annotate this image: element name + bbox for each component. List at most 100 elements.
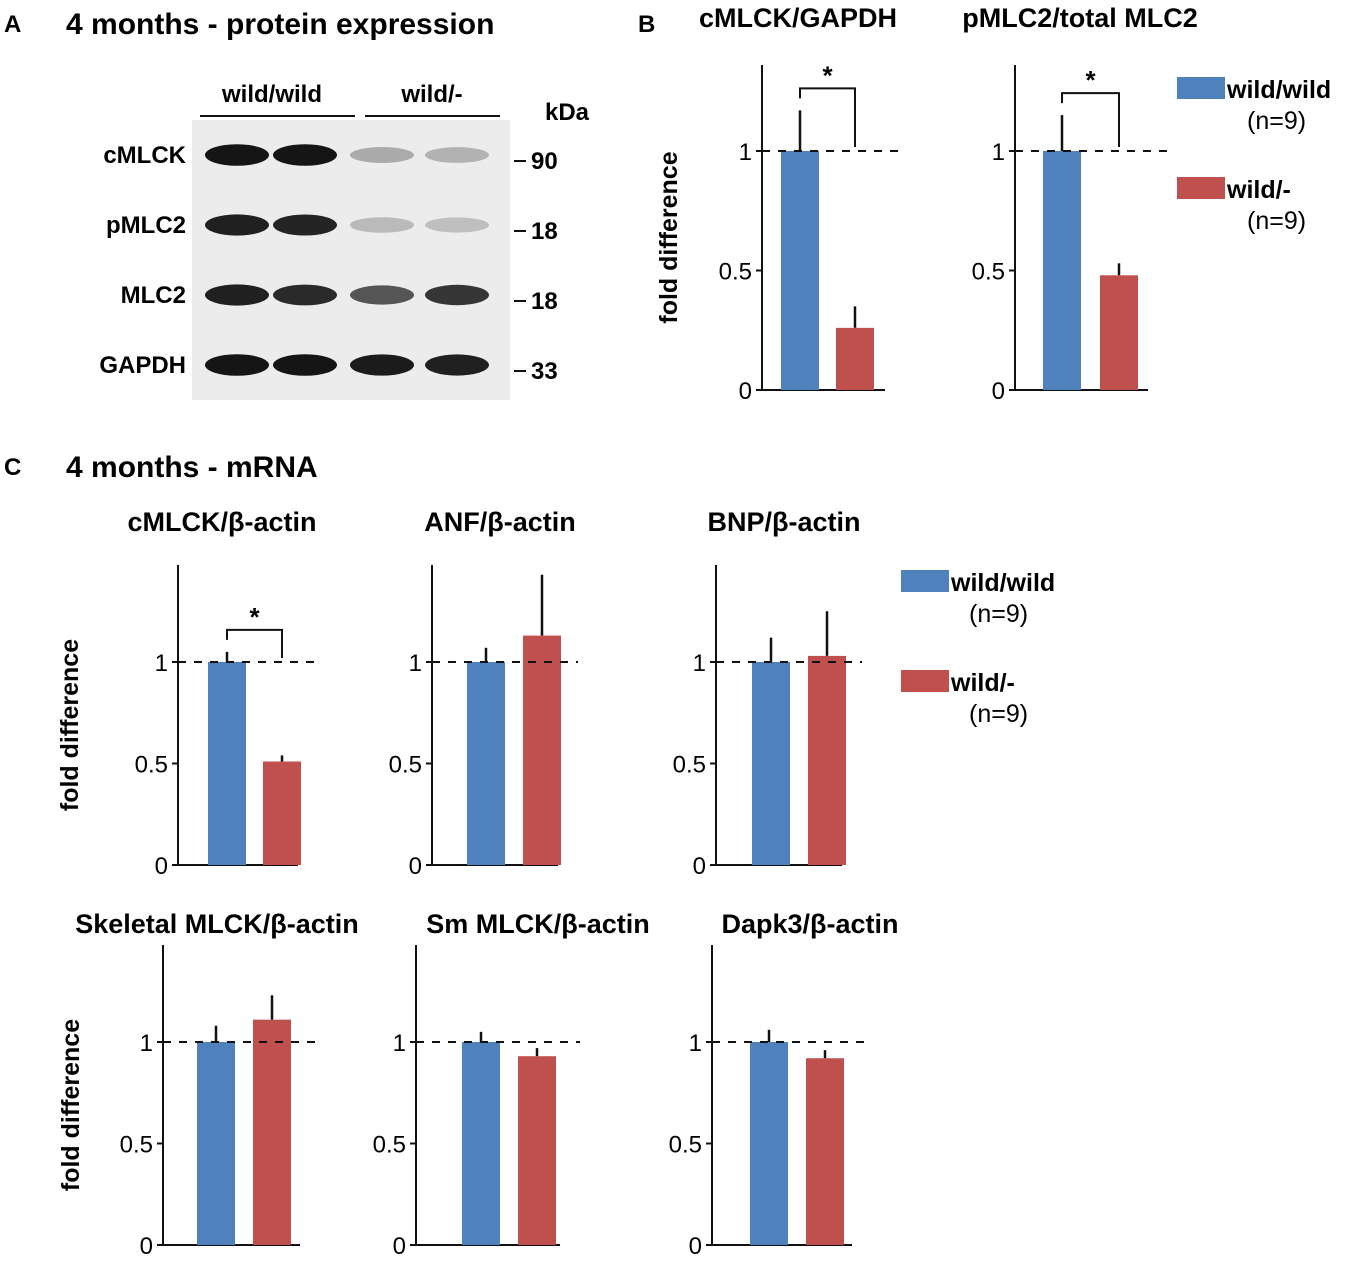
legend-n: (n=9): [1247, 107, 1306, 135]
blot-band: [273, 144, 337, 166]
y-tick-label: 0: [140, 1233, 153, 1260]
blot-background: [192, 120, 510, 400]
y-tick-label: 0.5: [135, 752, 168, 779]
significance-bracket: [799, 87, 856, 147]
y-tick-label: 1: [693, 650, 706, 677]
bar-wild-minus: [253, 1019, 291, 1245]
chart-title: cMLCK/GAPDH: [699, 3, 897, 33]
blot-band: [350, 217, 414, 233]
bar-wild-wild: [750, 1042, 788, 1245]
blot-band: [350, 285, 414, 305]
blot-band: [273, 284, 337, 306]
chart-title: Dapk3/β-actin: [721, 909, 898, 939]
bar-wild-minus: [1100, 275, 1138, 390]
blot-band: [273, 354, 337, 376]
y-tick-label: 1: [739, 139, 752, 166]
y-tick-label: 0: [689, 1233, 702, 1260]
blot-group-wild-wild: wild/wild: [221, 81, 322, 108]
bar-wild-minus: [518, 1056, 556, 1245]
chart-5: BNP/β-actin 0 0.5 1: [673, 507, 862, 880]
legend-n: (n=9): [1247, 207, 1306, 235]
chart-3: cMLCK/β-actin 0 0.5 1 * fold difference: [56, 507, 318, 880]
y-tick-label: 0.5: [719, 259, 752, 286]
y-axis-label: fold difference: [56, 639, 84, 811]
blot-band: [425, 147, 489, 163]
bar-wild-minus: [806, 1058, 844, 1245]
bar-wild-minus: [836, 327, 874, 390]
western-blot: wild/wild wild/- kDa cMLCK 90 pMLC2 18 MLC2 18 GA…: [99, 81, 590, 400]
legend-panel-c: wild/wild (n=9) wild/- (n=9): [901, 569, 1055, 728]
chart-4: ANF/β-actin 0 0.5 1: [389, 507, 578, 880]
bar-wild-minus: [808, 655, 846, 865]
significance-star: *: [249, 602, 260, 632]
blot-kda-value: 90: [531, 148, 558, 175]
chart-title: Sm MLCK/β-actin: [426, 909, 650, 939]
blot-band: [205, 284, 269, 306]
y-tick-label: 0.5: [673, 752, 706, 779]
chart-title: BNP/β-actin: [708, 507, 861, 537]
y-tick-label: 0: [992, 378, 1005, 405]
significance-bracket: [226, 628, 283, 658]
chart-6: Skeletal MLCK/β-actin 0 0.5 1 fold differenc…: [57, 909, 359, 1260]
panel-a-letter: A: [4, 11, 21, 38]
blot-group-wild-minus: wild/-: [400, 81, 462, 108]
legend-n: (n=9): [969, 600, 1028, 628]
blot-kda-value: 18: [531, 288, 558, 315]
legend-panel-b: wild/wild (n=9) wild/- (n=9): [1177, 76, 1331, 235]
chart-title: cMLCK/β-actin: [128, 507, 317, 537]
legend-swatch-wild-wild: [1177, 77, 1225, 99]
y-tick-label: 1: [393, 1030, 406, 1057]
y-tick-label: 0: [155, 853, 168, 880]
bar-wild-wild: [1043, 151, 1081, 390]
panel-a-title: 4 months - protein expression: [66, 8, 494, 41]
chart-title: ANF/β-actin: [424, 507, 575, 537]
blot-band: [425, 354, 489, 376]
bar-wild-minus: [263, 761, 301, 865]
y-axis-label: fold difference: [57, 1019, 85, 1191]
bar-wild-wild: [208, 662, 246, 865]
chart-8: Dapk3/β-actin 0 0.5 1: [669, 909, 899, 1260]
chart-7: Sm MLCK/β-actin 0 0.5 1: [373, 909, 650, 1260]
bar-wild-wild: [781, 151, 819, 390]
legend-label: wild/wild: [1226, 76, 1331, 104]
blot-kda-value: 18: [531, 218, 558, 245]
y-axis-label: fold difference: [655, 151, 683, 323]
blot-band: [350, 147, 414, 163]
panel-c-title: 4 months - mRNA: [66, 451, 318, 484]
legend-swatch-wild-minus: [1177, 177, 1225, 199]
chart-title: pMLC2/total MLC2: [962, 3, 1198, 33]
chart-title: Skeletal MLCK/β-actin: [75, 909, 359, 939]
legend-swatch-wild-minus: [901, 670, 949, 692]
blot-row-label: GAPDH: [99, 352, 186, 379]
legend-label: wild/-: [1226, 176, 1291, 204]
blot-kda-value: 33: [531, 358, 558, 385]
y-tick-label: 0.5: [120, 1132, 153, 1159]
chart-1: cMLCK/GAPDH 0 0.5 1 * fold difference: [655, 3, 905, 405]
bar-wild-wild: [462, 1042, 500, 1245]
blot-band: [273, 214, 337, 236]
blot-band: [205, 144, 269, 166]
legend-label: wild/wild: [950, 569, 1055, 597]
blot-row-label: MLC2: [121, 282, 186, 309]
blot-row-label: pMLC2: [106, 212, 186, 239]
y-tick-label: 0.5: [669, 1132, 702, 1159]
y-tick-label: 0.5: [972, 259, 1005, 286]
blot-band: [205, 214, 269, 236]
blot-band: [425, 217, 489, 233]
y-tick-label: 1: [409, 650, 422, 677]
legend-label: wild/-: [950, 669, 1015, 697]
significance-bracket: [1061, 92, 1120, 147]
bar-wild-wild: [197, 1042, 235, 1245]
y-tick-label: 0: [393, 1233, 406, 1260]
legend-swatch-wild-wild: [901, 570, 949, 592]
y-tick-label: 0: [693, 853, 706, 880]
bar-wild-wild: [467, 662, 505, 865]
blot-band: [350, 354, 414, 376]
y-tick-label: 0.5: [389, 752, 422, 779]
y-tick-label: 1: [155, 650, 168, 677]
bar-charts: cMLCK/GAPDH 0 0.5 1 * fold difference pMLC2/to…: [56, 3, 1198, 1260]
chart-2: pMLC2/total MLC2 0 0.5 1 *: [962, 3, 1198, 405]
significance-star: *: [822, 60, 833, 90]
y-tick-label: 0: [409, 853, 422, 880]
